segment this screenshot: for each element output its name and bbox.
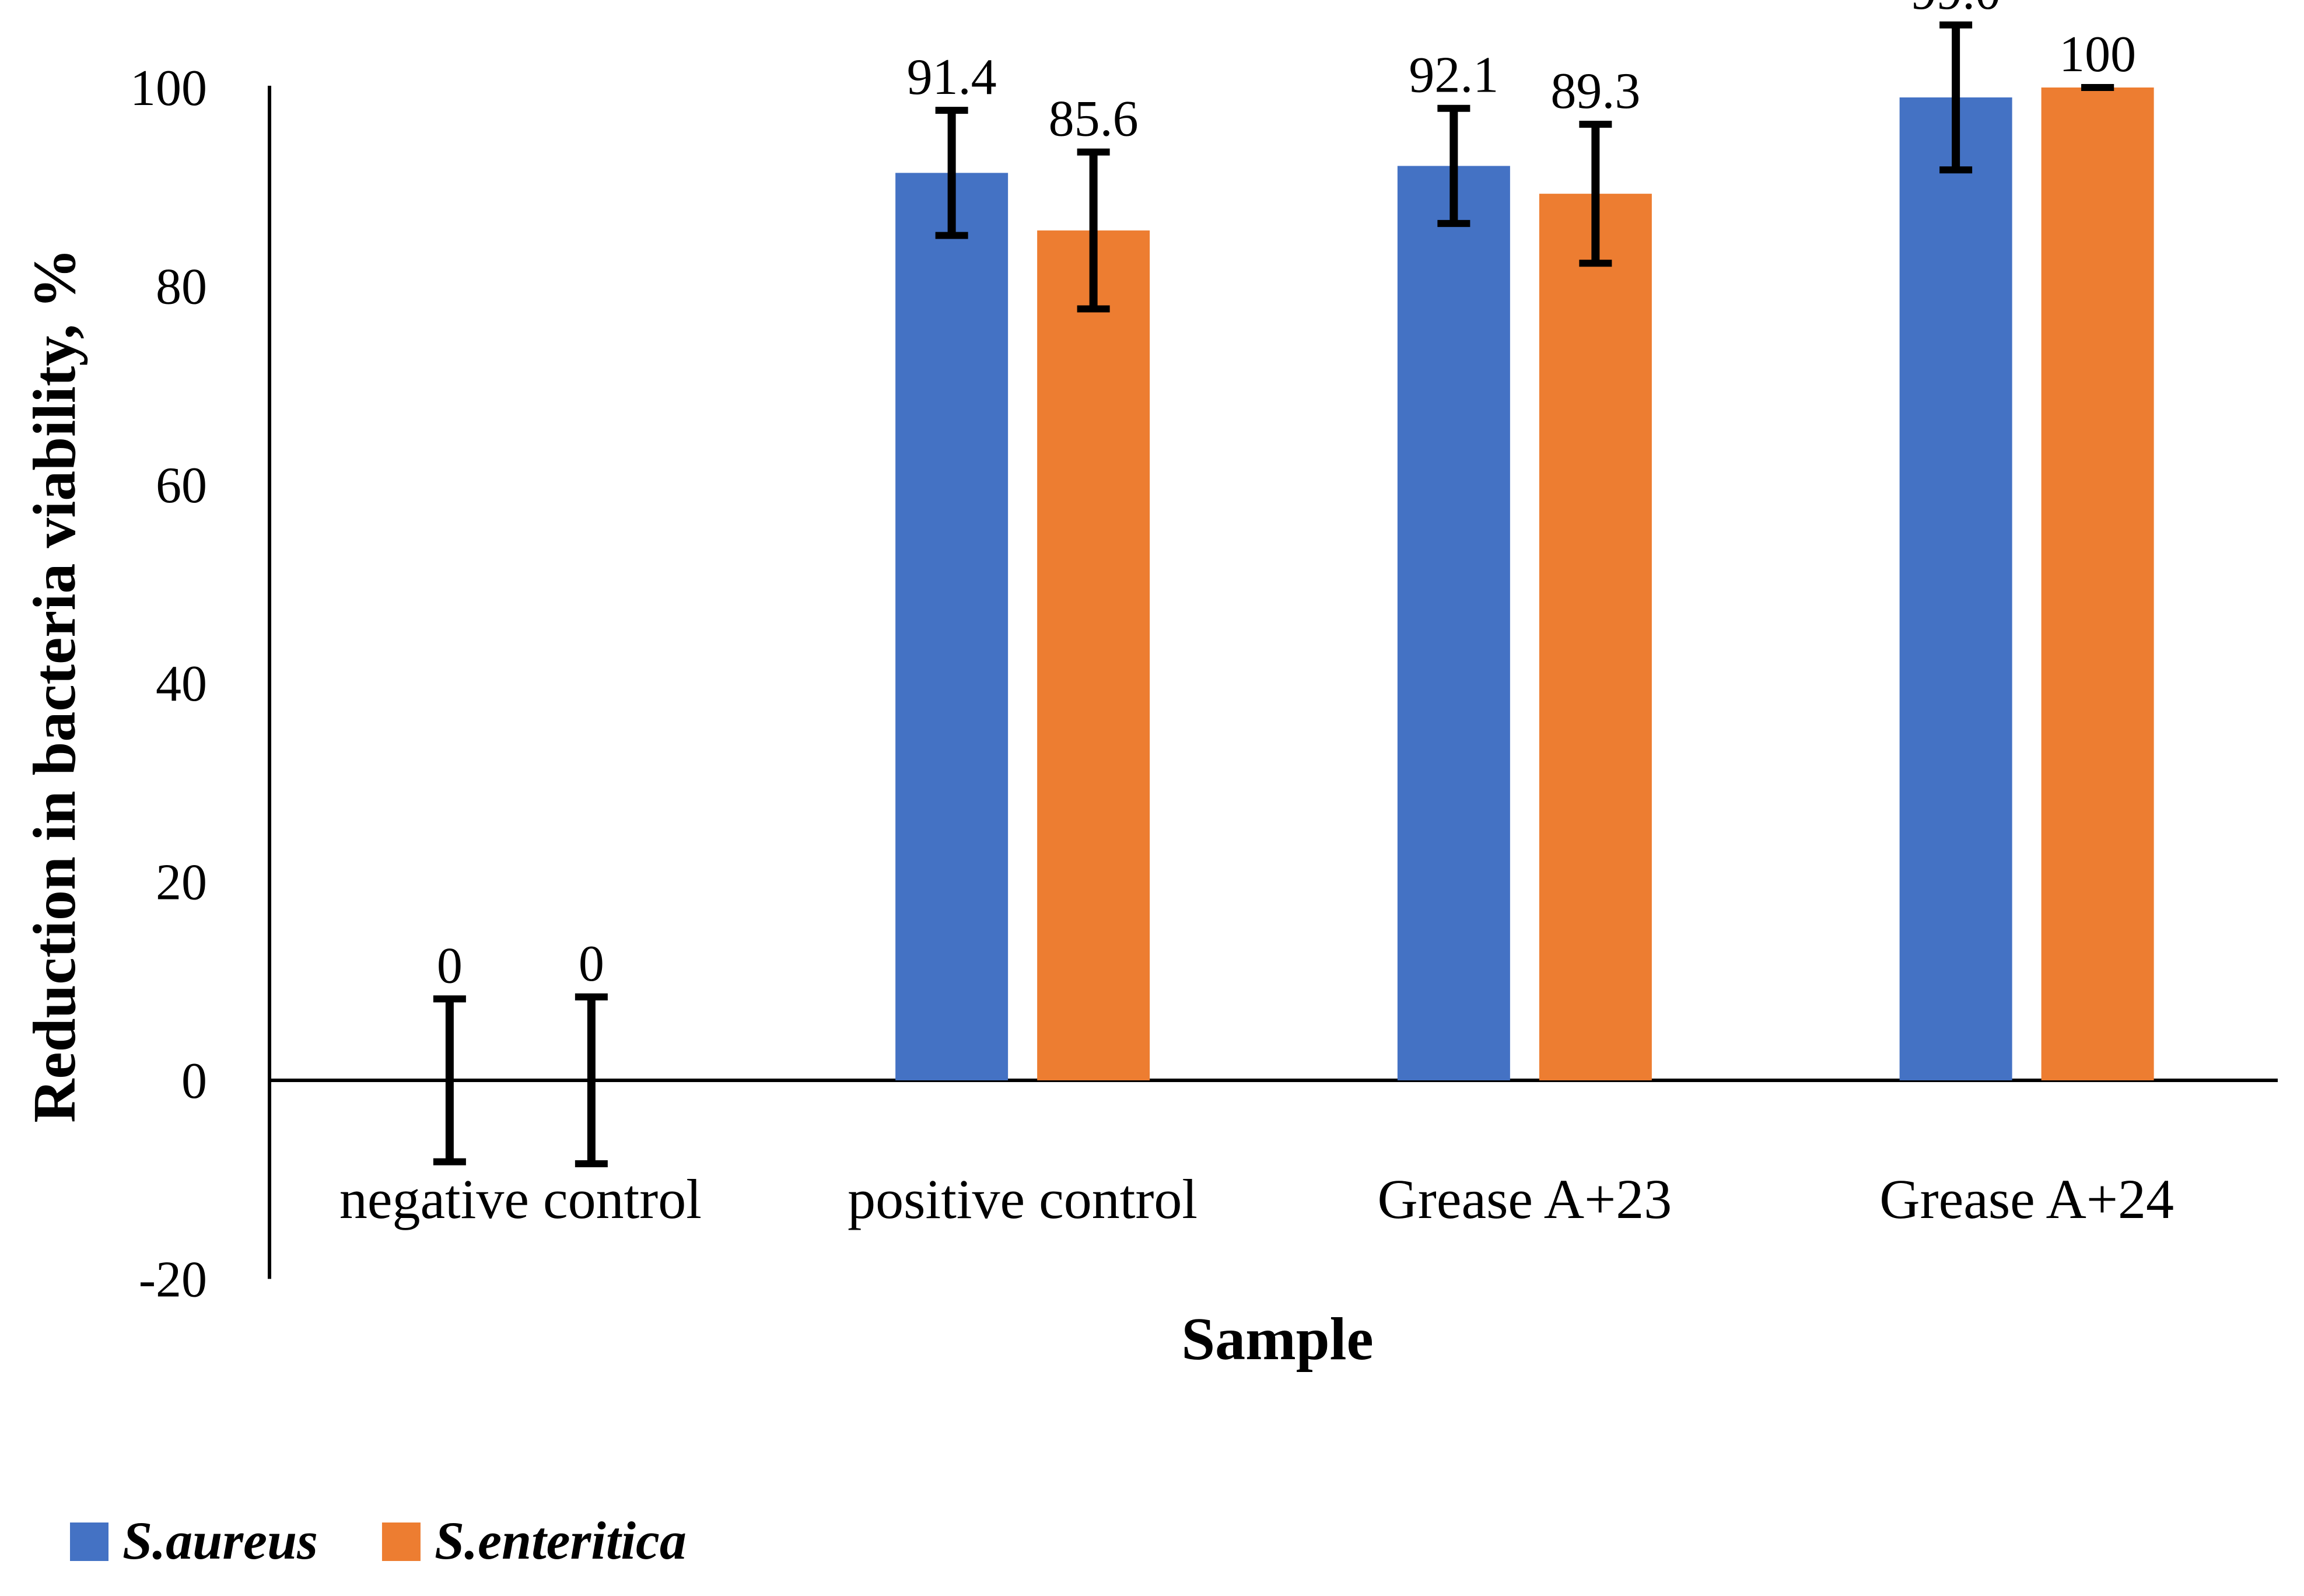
- data-label: 0: [579, 936, 604, 992]
- bar-s-enteritica: [1539, 194, 1652, 1080]
- data-label: 99.0: [1911, 0, 2001, 20]
- x-axis-title: Sample: [1181, 1306, 1373, 1373]
- y-axis-title: Reduction in bacteria viability, %: [21, 248, 88, 1122]
- bar-s-enteritica: [1037, 230, 1150, 1080]
- y-tick-label: 100: [130, 60, 207, 117]
- data-label: 89.3: [1550, 63, 1640, 120]
- legend-swatch: [70, 1522, 108, 1561]
- bar-s-enteritica: [2041, 88, 2154, 1080]
- legend: S.aureus S.enteritica: [70, 1511, 687, 1570]
- bar-s-aureus: [895, 173, 1009, 1080]
- legend-label: S.enteritica: [435, 1511, 687, 1570]
- x-category-label: Grease A+24: [1879, 1168, 2174, 1230]
- data-label: 0: [437, 937, 463, 994]
- data-label: 92.1: [1409, 47, 1498, 104]
- bar-s-aureus: [1899, 97, 2012, 1080]
- data-label: 100: [2059, 26, 2136, 83]
- data-label: 91.4: [907, 49, 997, 106]
- y-tick-label: 0: [181, 1053, 207, 1110]
- y-tick-label: -20: [139, 1251, 207, 1308]
- plot-area: -20 0 20 40 60 80 100 negative control 0 0 positiv…: [130, 0, 2278, 1308]
- y-tick-label: 40: [156, 656, 207, 712]
- legend-swatch: [381, 1522, 421, 1561]
- data-label: 85.6: [1049, 91, 1139, 148]
- x-category-label: negative control: [339, 1168, 702, 1230]
- y-tick-label: 60: [156, 457, 207, 514]
- y-tick-label: 20: [156, 855, 207, 911]
- x-category-label: Grease A+23: [1378, 1168, 1672, 1230]
- legend-label: S.aureus: [122, 1511, 318, 1570]
- bar-s-aureus: [1397, 166, 1510, 1080]
- y-tick-label: 80: [156, 258, 207, 315]
- x-category-label: positive control: [848, 1168, 1197, 1230]
